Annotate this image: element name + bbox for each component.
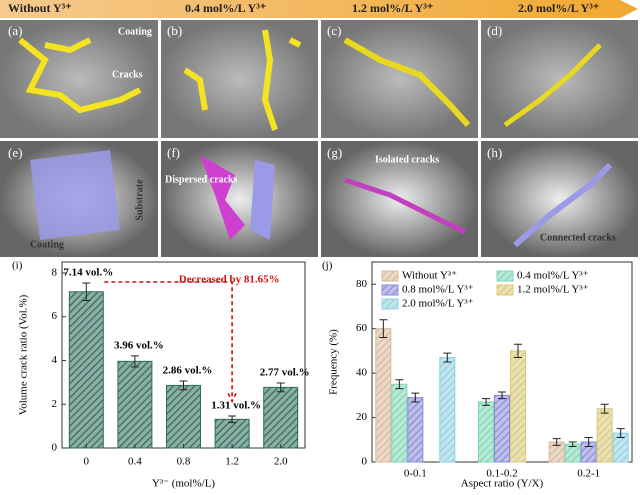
bar [596, 408, 613, 463]
header-arrow [0, 0, 638, 18]
panel-label: (e) [8, 145, 22, 160]
error-bar [584, 437, 593, 447]
value-label: 2.77 vol.% [260, 367, 310, 379]
y-tick-label: 0 [362, 456, 368, 468]
error-bar [443, 352, 452, 363]
panel-label: (h) [487, 145, 502, 160]
bar [478, 401, 494, 463]
bar [117, 360, 153, 449]
panel-label: (d) [487, 23, 502, 38]
y-axis-label: Volume crack ratio (Vol.%) [18, 294, 30, 415]
y-tick-label: 80 [356, 278, 368, 290]
x-tick-label: 0.1-0.2 [486, 468, 517, 480]
header-label: 0.4 mol%/L Y³⁺ [185, 1, 266, 15]
y-tick-label: 6 [52, 310, 58, 322]
error-bar [498, 391, 506, 400]
error-bar [482, 398, 490, 406]
annotation: Connected cracks [540, 232, 616, 243]
annotation: Decreased by 81.65% [179, 274, 280, 286]
panel-label: (f) [167, 145, 180, 160]
value-label: 7.14 vol.% [63, 267, 113, 279]
error-bar [616, 428, 625, 439]
annotation-arrow [104, 281, 237, 404]
panel-label: (b) [167, 23, 182, 38]
bar [68, 291, 104, 449]
value-label: 1.31 vol.% [211, 400, 261, 412]
annotation: Coating [30, 239, 64, 250]
bar [439, 357, 456, 463]
header-label: Without Y³⁺ [8, 1, 72, 15]
x-tick-label: 0 [84, 456, 90, 468]
value-label: 2.86 vol.% [163, 365, 213, 377]
error-bar [379, 319, 388, 339]
panel-label: (i) [12, 260, 23, 272]
annotation: Isolated cracks [375, 154, 439, 165]
bar [166, 384, 201, 449]
bar [214, 418, 250, 449]
y-tick-label: 40 [356, 367, 368, 379]
error-bar [130, 355, 139, 368]
error-bar [514, 343, 522, 359]
annotation: Substrate [134, 179, 145, 221]
y-tick-label: 60 [356, 322, 368, 334]
legend-swatch [381, 270, 399, 282]
panel-label: (j) [322, 260, 333, 272]
annotation: Cracks [112, 69, 143, 80]
y-axis-label: Frequency (%) [328, 329, 340, 395]
legend-label: 2.0 mol%/L Y³⁺ [402, 298, 474, 310]
bar [375, 328, 392, 463]
x-tick-label: 1.2 [225, 456, 239, 468]
x-tick-label: 0-0.1 [404, 468, 427, 480]
y-tick-label: 8 [52, 266, 58, 278]
legend-label: 1.2 mol%/L Y³⁺ [517, 284, 589, 296]
header-label: 2.0 mol%/L Y³⁺ [518, 1, 599, 15]
legend-label: 0.4 mol%/L Y³⁺ [517, 270, 589, 282]
legend-label: Without Y³⁺ [402, 270, 457, 282]
x-tick-label: 2.0 [274, 456, 288, 468]
error-bar [552, 438, 561, 446]
x-tick-label: 0.4 [128, 456, 142, 468]
error-bar [568, 441, 577, 447]
error-bar [82, 282, 91, 302]
error-bar [179, 380, 188, 391]
bar [407, 397, 424, 463]
annotation: Coating [118, 26, 152, 37]
x-axis-label: Aspect ratio (Y/X) [461, 478, 544, 490]
error-bar [276, 382, 285, 393]
y-tick-label: 20 [356, 411, 368, 423]
error-bar [395, 379, 404, 390]
legend-swatch [496, 270, 514, 282]
bar [510, 350, 526, 463]
legend-swatch [496, 284, 514, 296]
y-tick-label: 2 [52, 398, 58, 410]
annotation: Dispersed cracks [165, 174, 238, 185]
header-label: 1.2 mol%/L Y³⁺ [352, 1, 433, 15]
x-axis-label: Y³⁻ (mol%/L) [152, 478, 216, 490]
error-bar [411, 392, 420, 403]
panel-label: (a) [8, 23, 22, 38]
bar [494, 394, 510, 463]
value-label: 3.96 vol.% [114, 339, 164, 351]
bar [263, 386, 299, 449]
panel-label: (c) [327, 23, 341, 38]
y-tick-label: 0 [52, 442, 58, 454]
bar [391, 383, 408, 463]
error-bar [600, 403, 609, 414]
panel-label: (g) [327, 145, 342, 160]
legend-swatch [381, 284, 399, 296]
x-tick-label: 0.2-1 [577, 468, 600, 480]
error-bar [228, 415, 237, 424]
x-tick-label: 0.8 [177, 456, 191, 468]
legend-label: 0.8 mol%/L Y³⁺ [402, 284, 474, 296]
legend-swatch [381, 298, 399, 310]
y-tick-label: 4 [52, 354, 58, 366]
image-panels [0, 20, 638, 257]
